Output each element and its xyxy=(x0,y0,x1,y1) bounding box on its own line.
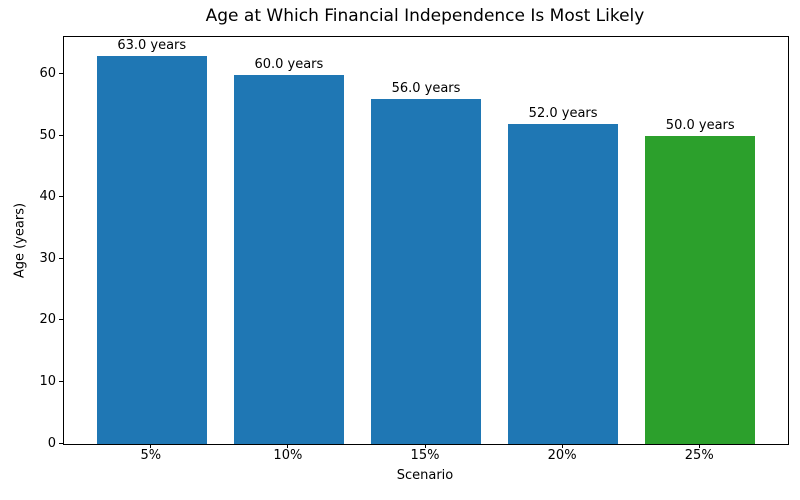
x-tick-label: 10% xyxy=(273,448,303,463)
bar-25% xyxy=(645,136,756,444)
bar-value-label: 63.0 years xyxy=(117,38,187,54)
x-tick-mark xyxy=(561,444,563,448)
x-tick-mark xyxy=(287,444,289,448)
bar-value-label: 60.0 years xyxy=(254,56,324,72)
x-tick-label: 20% xyxy=(547,448,577,463)
bar-10% xyxy=(234,74,344,444)
y-tick-mark xyxy=(59,380,63,382)
y-tick-mark xyxy=(59,196,63,198)
chart-title: Age at Which Financial Independence Is M… xyxy=(205,6,645,26)
x-tick-mark xyxy=(150,444,152,448)
y-tick-mark xyxy=(59,134,63,136)
y-tick-mark xyxy=(59,257,63,259)
x-tick-label: 25% xyxy=(684,448,714,463)
y-tick-label: 20 xyxy=(39,312,56,328)
y-tick-label: 30 xyxy=(39,250,56,266)
x-tick-label: 15% xyxy=(410,448,440,463)
bar-value-label: 50.0 years xyxy=(665,118,735,134)
x-tick-mark xyxy=(698,444,700,448)
y-axis-label: Age (years) xyxy=(12,202,28,279)
y-tick-mark xyxy=(59,73,63,75)
y-tick-label: 10 xyxy=(39,373,56,389)
x-tick-mark xyxy=(424,444,426,448)
y-tick-mark xyxy=(59,442,63,444)
bar-15% xyxy=(371,99,481,444)
y-tick-label: 60 xyxy=(39,66,56,82)
bar-value-label: 52.0 years xyxy=(528,106,598,122)
y-tick-label: 50 xyxy=(39,127,56,143)
y-tick-label: 0 xyxy=(47,435,56,451)
x-tick-label: 5% xyxy=(140,448,162,463)
y-tick-mark xyxy=(59,319,63,321)
bar-5% xyxy=(96,56,207,444)
plot-area: 63.0 years 60.0 years 56.0 years 52.0 years… xyxy=(63,36,789,445)
y-tick-label: 40 xyxy=(39,189,56,205)
bar-20% xyxy=(508,124,618,444)
bar-value-label: 56.0 years xyxy=(391,81,461,97)
x-axis-label: Scenario xyxy=(396,468,454,483)
